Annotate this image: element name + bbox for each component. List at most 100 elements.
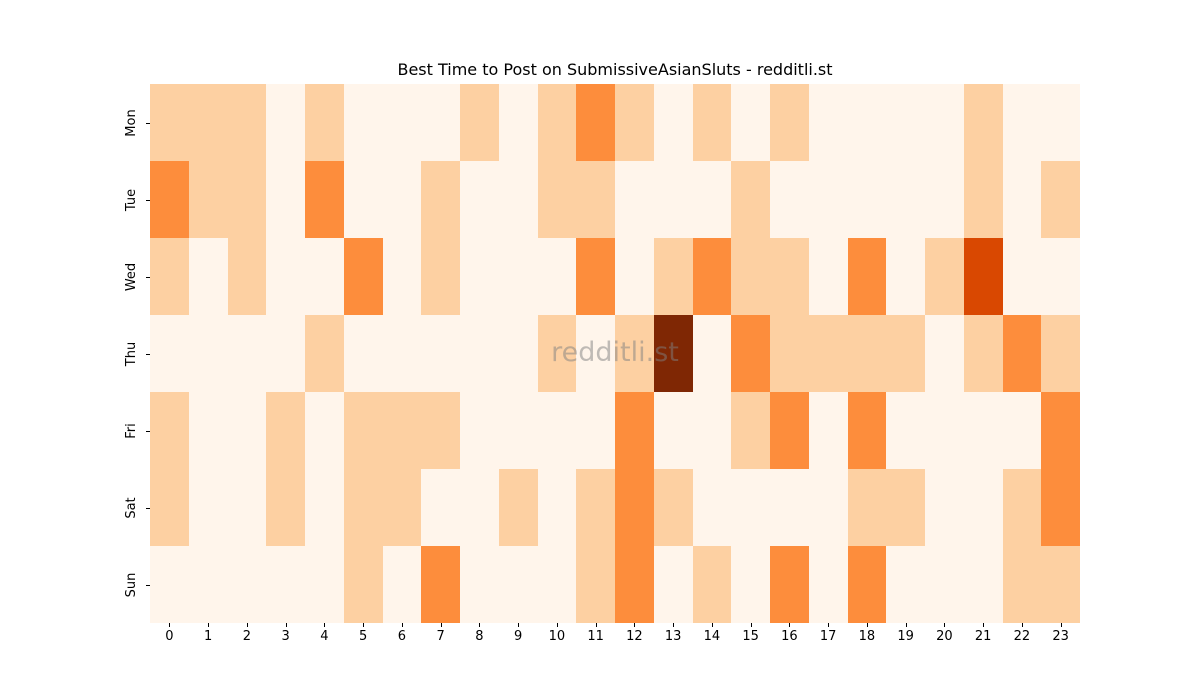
heatmap-cell — [266, 469, 305, 546]
heatmap-cell — [343, 469, 383, 546]
heatmap-cell — [653, 546, 693, 623]
heatmap-cell — [188, 315, 228, 392]
x-tick — [905, 623, 907, 627]
heatmap-cell — [460, 161, 499, 238]
y-tick — [146, 199, 150, 201]
heatmap-cell — [615, 84, 654, 161]
heatmap-cell — [615, 315, 654, 392]
heatmap-cell — [731, 469, 770, 546]
heatmap-cell — [615, 546, 654, 623]
heatmap-cell — [925, 84, 964, 161]
heatmap-cell — [421, 84, 460, 161]
x-tick-label: 12 — [626, 629, 643, 644]
x-tick-label: 21 — [974, 629, 992, 644]
heatmap-cell — [847, 161, 887, 238]
heatmap-cell — [770, 469, 809, 546]
heatmap-cell — [227, 315, 267, 392]
heatmap-cell — [150, 546, 189, 623]
heatmap-cell — [150, 238, 189, 315]
heatmap-cell — [692, 84, 732, 161]
heatmap-cell — [305, 469, 344, 546]
heatmap-cell — [576, 238, 615, 315]
x-tick-label: 23 — [1052, 629, 1069, 644]
heatmap-cell — [576, 84, 615, 161]
x-tick — [1021, 623, 1023, 627]
x-tick-label: 13 — [664, 629, 682, 644]
chart-title: Best Time to Post on SubmissiveAsianSlut… — [397, 60, 833, 79]
heatmap-cell — [808, 469, 848, 546]
heatmap-cell — [421, 238, 460, 315]
x-tick-label: 4 — [320, 629, 329, 644]
heatmap-cell — [382, 392, 422, 469]
heatmap-cell — [692, 238, 732, 315]
heatmap-cell — [227, 161, 267, 238]
x-tick — [828, 623, 830, 627]
y-tick — [146, 276, 150, 278]
heatmap-cell — [188, 238, 228, 315]
x-tick — [750, 623, 752, 627]
heatmap-cell — [498, 238, 538, 315]
heatmap-cell — [925, 392, 964, 469]
heatmap-cell — [847, 84, 887, 161]
x-tick-label: 22 — [1013, 629, 1031, 644]
x-tick — [595, 623, 597, 627]
heatmap-cell — [731, 315, 770, 392]
x-tick — [479, 623, 481, 627]
heatmap-cell — [227, 238, 267, 315]
heatmap-cell — [886, 238, 925, 315]
heatmap-cell — [1041, 469, 1080, 546]
x-tick — [556, 623, 558, 627]
heatmap-cell — [653, 392, 693, 469]
heatmap-cell — [537, 469, 577, 546]
heatmap-cell — [460, 315, 499, 392]
heatmap-cell — [847, 546, 887, 623]
heatmap-cell — [498, 392, 538, 469]
heatmap-cell — [1002, 546, 1042, 623]
x-tick — [711, 623, 713, 627]
heatmap-cell — [808, 392, 848, 469]
y-tick-label: Mon — [124, 108, 139, 137]
heatmap-cell — [963, 546, 1003, 623]
heatmap-cell — [227, 84, 267, 161]
heatmap-cell — [343, 161, 383, 238]
heatmap-cell — [615, 469, 654, 546]
heatmap-cell — [343, 84, 383, 161]
heatmap-cell — [731, 392, 770, 469]
x-tick — [401, 623, 403, 627]
heatmap-cell — [653, 84, 693, 161]
heatmap-cell — [1041, 84, 1080, 161]
heatmap-cell — [150, 469, 189, 546]
heatmap-cell — [537, 84, 577, 161]
heatmap-cell — [343, 546, 383, 623]
heatmap-cell — [460, 546, 499, 623]
heatmap-cell — [692, 469, 732, 546]
heatmap-cell — [653, 161, 693, 238]
heatmap-cell — [808, 238, 848, 315]
x-tick — [789, 623, 791, 627]
heatmap-cell — [1002, 84, 1042, 161]
heatmap-cell — [963, 469, 1003, 546]
heatmap-cell — [188, 546, 228, 623]
y-tick — [146, 430, 150, 432]
heatmap-cell — [266, 315, 305, 392]
heatmap-cell — [188, 84, 228, 161]
heatmap-cell — [847, 469, 887, 546]
heatmap-cell — [847, 238, 887, 315]
y-tick-label: Thu — [124, 341, 139, 366]
heatmap-cell — [1002, 161, 1042, 238]
x-tick — [634, 623, 636, 627]
heatmap-cell — [886, 469, 925, 546]
heatmap-cell — [150, 161, 189, 238]
heatmap-cell — [537, 238, 577, 315]
heatmap-cell — [731, 238, 770, 315]
heatmap-cell — [653, 469, 693, 546]
x-tick — [363, 623, 365, 627]
heatmap-cell — [188, 392, 228, 469]
heatmap-cell — [421, 469, 460, 546]
heatmap-cell — [305, 84, 344, 161]
heatmap-cell — [808, 161, 848, 238]
y-tick — [146, 507, 150, 509]
heatmap-cell — [266, 161, 305, 238]
y-tick-label: Sun — [124, 572, 139, 597]
heatmap-cell — [421, 392, 460, 469]
